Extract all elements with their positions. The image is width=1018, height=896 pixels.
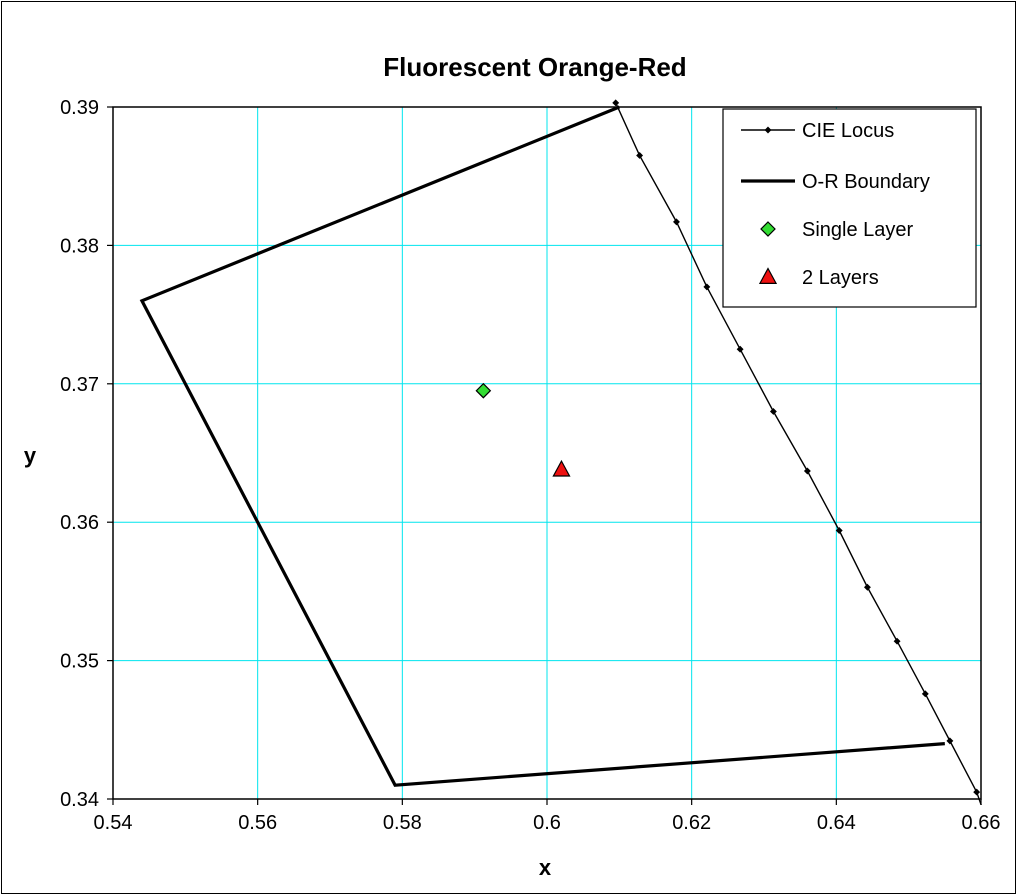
cie-locus-point	[946, 737, 954, 745]
y-tick-label: 0.35	[60, 651, 99, 673]
cie-locus-point	[703, 283, 711, 291]
y-axis-title: y	[24, 443, 37, 468]
legend-marker-cie-locus	[764, 126, 772, 134]
x-tick-label: 0.62	[672, 812, 711, 834]
cie-locus-point	[803, 467, 811, 475]
y-tick-label: 0.36	[60, 512, 99, 534]
x-tick-label: 0.6	[533, 812, 561, 834]
cie-locus-point	[835, 527, 843, 534]
x-tick-label: 0.64	[817, 812, 856, 834]
legend-label-o-r-boundary: O-R Boundary	[802, 171, 930, 193]
y-tick-label: 0.37	[60, 374, 99, 396]
y-tick-label: 0.34	[60, 789, 99, 811]
series-o-r-boundary	[139, 105, 945, 787]
series-cie-locus	[612, 99, 985, 811]
cie-locus-point	[673, 218, 680, 226]
cie-locus-point	[973, 788, 981, 796]
o-r-boundary-line	[139, 105, 945, 787]
tick-labels: 0.54 0.56 0.58 0.6 0.62 0.64 0.66 0.34 0.35 0.36 0…	[60, 97, 1000, 834]
cie-locus-point	[736, 345, 744, 353]
legend-label-2-layers: 2 Layers	[802, 267, 879, 289]
cie-locus-point	[893, 637, 901, 645]
cie-locus-point	[863, 583, 871, 591]
chart-title: Fluorescent Orange-Red	[383, 52, 686, 82]
series-2-layers	[552, 459, 571, 477]
legend-marker-single-layer	[760, 221, 776, 237]
cie-locus-point	[980, 806, 985, 811]
series-layer	[139, 99, 985, 811]
legend-label-single-layer: Single Layer	[802, 219, 914, 241]
y-tick-label: 0.38	[60, 235, 99, 257]
2-layers-point	[552, 459, 571, 477]
y-tick-label: 0.39	[60, 97, 99, 119]
cie-locus-point	[636, 151, 644, 159]
x-tick-label: 0.58	[383, 812, 422, 834]
legend: CIE Locus O-R Boundary Single Layer 2 Layer…	[722, 108, 977, 308]
x-tick-label: 0.56	[238, 812, 277, 834]
cie-locus-point	[921, 690, 929, 698]
cie-locus-point	[612, 99, 620, 107]
series-single-layer	[475, 382, 492, 399]
x-axis-title: x	[539, 855, 552, 880]
cie-locus-line	[615, 102, 982, 805]
single-layer-point	[475, 382, 492, 399]
legend-label-cie-locus: CIE Locus	[802, 120, 894, 142]
x-tick-label: 0.54	[94, 812, 133, 834]
x-tick-label: 0.66	[962, 812, 1001, 834]
legend-marker-2-layers	[758, 267, 778, 284]
cie-locus-point	[769, 408, 777, 415]
